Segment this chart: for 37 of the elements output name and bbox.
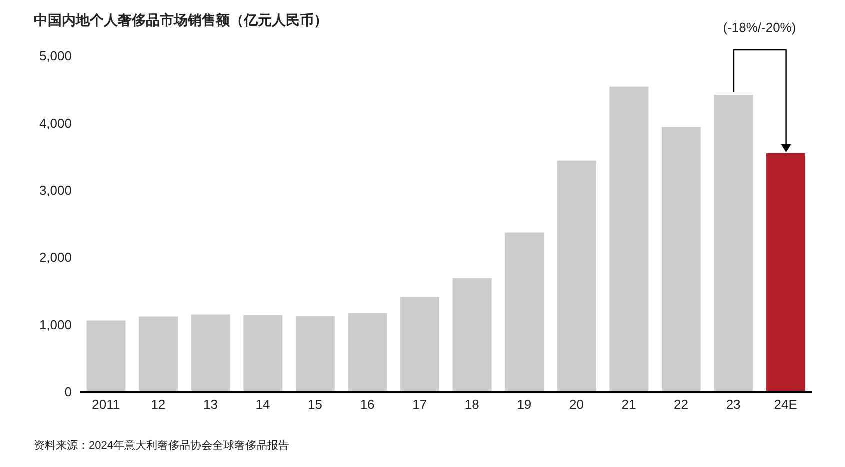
x-tick-label: 14 xyxy=(256,397,270,412)
x-tick-label: 21 xyxy=(622,397,636,412)
bar xyxy=(505,232,544,392)
x-tick-label: 16 xyxy=(360,397,375,412)
bar xyxy=(244,315,283,392)
x-tick-label: 2011 xyxy=(92,397,120,412)
text: (-18%/-20%) xyxy=(722,20,798,35)
x-tick-label: 24E xyxy=(774,397,798,412)
x-tick-label: 23 xyxy=(726,397,741,412)
bar xyxy=(86,320,126,392)
x-tick-label: 13 xyxy=(203,397,218,412)
bar xyxy=(452,278,492,392)
y-tick-label: 1,000 xyxy=(39,317,72,332)
x-tick-label: 12 xyxy=(151,397,166,412)
y-tick-label: 0 xyxy=(64,384,72,400)
chart-title: 中国内地个人奢侈品市场销售额（亿元人民币） xyxy=(34,12,328,30)
bar xyxy=(557,160,596,392)
bar xyxy=(400,297,440,392)
x-tick-label: 17 xyxy=(412,397,428,412)
bar xyxy=(139,316,178,392)
y-tick-label: 5,000 xyxy=(39,48,72,64)
bar xyxy=(714,94,754,392)
x-tick-label: 20 xyxy=(569,397,584,412)
x-tick-label: 19 xyxy=(517,397,532,412)
bar xyxy=(348,313,388,392)
x-tick-label: 18 xyxy=(464,397,480,412)
x-tick-label: 15 xyxy=(308,397,323,412)
bar xyxy=(296,316,335,392)
x-tick-label: 22 xyxy=(674,397,689,412)
y-tick-label: 3,000 xyxy=(39,183,72,198)
bar xyxy=(766,153,806,392)
y-tick-label: 2,000 xyxy=(39,250,72,266)
bar xyxy=(610,86,649,392)
y-tick-label: 4,000 xyxy=(39,116,72,131)
text: 资料来源：2024年意大利奢侈品协会全球奢侈品报告 xyxy=(34,438,290,453)
bar xyxy=(191,314,230,392)
bar xyxy=(662,127,701,392)
